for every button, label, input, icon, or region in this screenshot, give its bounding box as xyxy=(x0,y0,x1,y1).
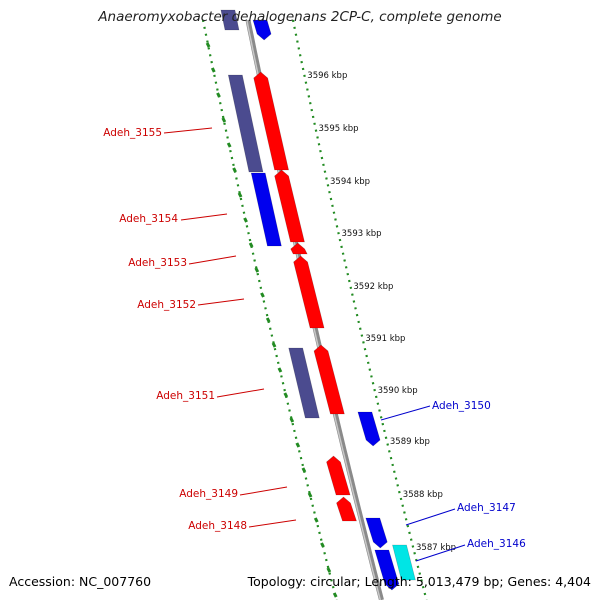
map-title: Anaeromyxobacter dehalogenans 2CP-C, com… xyxy=(98,9,502,25)
track-dash xyxy=(283,392,289,398)
gene-label-adeh-3147[interactable]: Adeh_3147 xyxy=(457,502,516,514)
gene-label-leader xyxy=(405,508,456,526)
gene-feature-4[interactable] xyxy=(250,172,282,247)
track-dash xyxy=(277,367,283,373)
track-dash xyxy=(237,192,243,198)
gene-label-adeh-3152[interactable]: Adeh_3152 xyxy=(137,299,196,311)
gene-labels: Adeh_3155 Adeh_3154 Adeh_3153 Adeh_3152 Adeh… xyxy=(103,127,526,562)
gene-label-adeh-3146[interactable]: Adeh_3146 xyxy=(467,538,526,550)
gene-label-leader xyxy=(188,255,237,265)
track-dash xyxy=(260,292,265,298)
gene-feature-15[interactable] xyxy=(392,544,416,581)
ruler-tick-label: 3594 kbp xyxy=(330,177,370,187)
track-left xyxy=(201,19,338,600)
gene-feature-8[interactable] xyxy=(288,347,320,419)
gene-label-adeh-3148[interactable]: Adeh_3148 xyxy=(188,520,247,532)
track-dash xyxy=(243,217,248,223)
track-dash xyxy=(210,67,216,73)
gene-label-adeh-3151[interactable]: Adeh_3151 xyxy=(156,390,215,402)
ruler-tick-label: 3587 kbp xyxy=(416,543,456,553)
gene-label-adeh-3153[interactable]: Adeh_3153 xyxy=(128,257,187,269)
genome-summary-text: Topology: circular; Length: 5,013,479 bp… xyxy=(247,574,591,589)
gene-feature-6[interactable] xyxy=(290,242,308,255)
ruler-tick-label: 3595 kbp xyxy=(319,124,359,134)
track-dash xyxy=(216,92,221,98)
track-right xyxy=(291,19,428,600)
gene-label-leader xyxy=(197,298,245,306)
track-dash xyxy=(221,117,227,123)
track-dash xyxy=(295,442,301,448)
ruler-tick-label: 3591 kbp xyxy=(365,334,405,344)
gene-label-leader xyxy=(180,213,228,221)
gene-feature-2[interactable] xyxy=(227,74,264,173)
ruler-tick-label: 3590 kbp xyxy=(378,386,418,396)
track-dash xyxy=(313,517,319,523)
gene-label-leader xyxy=(163,127,213,134)
gene-label-leader xyxy=(248,519,297,528)
track-dash xyxy=(271,342,277,348)
track-dash xyxy=(326,567,332,573)
track-dash xyxy=(289,417,295,423)
gene-feature-5[interactable] xyxy=(274,169,305,243)
track-dash xyxy=(232,167,237,173)
gene-feature-14[interactable] xyxy=(374,549,400,591)
track-dash xyxy=(205,42,211,48)
gene-feature-12[interactable] xyxy=(336,496,357,522)
gene-feature-0[interactable] xyxy=(220,9,240,31)
gene-label-adeh-3150[interactable]: Adeh_3150 xyxy=(432,400,491,412)
gene-label-leader xyxy=(216,388,265,398)
gene-feature-7[interactable] xyxy=(293,255,325,329)
ruler-tick-label: 3592 kbp xyxy=(353,282,393,292)
track-dash xyxy=(254,267,260,273)
gene-feature-11[interactable] xyxy=(326,455,351,496)
track-dash xyxy=(265,317,271,323)
gene-label-adeh-3154[interactable]: Adeh_3154 xyxy=(119,213,178,225)
track-dash xyxy=(226,142,232,148)
accession-text: Accession: NC_007760 xyxy=(9,574,152,589)
gene-label-leader xyxy=(380,405,431,421)
ruler-tick-label: 3593 kbp xyxy=(342,229,382,239)
gene-label-leader xyxy=(415,544,466,562)
track-dash xyxy=(301,467,307,473)
ruler-tick-label: 3596 kbp xyxy=(307,71,347,81)
track-dash xyxy=(248,242,254,248)
gene-label-leader xyxy=(239,486,288,496)
gene-features xyxy=(220,9,416,591)
kbp-ruler: 3596 kbp 3595 kbp 3594 kbp 3593 kbp 3592 kbp… xyxy=(307,71,456,553)
gene-feature-13[interactable] xyxy=(365,517,388,549)
gene-feature-10[interactable] xyxy=(357,411,381,447)
track-dash xyxy=(307,492,313,498)
gene-feature-1[interactable] xyxy=(252,19,272,41)
track-dash xyxy=(320,542,325,548)
gene-label-adeh-3149[interactable]: Adeh_3149 xyxy=(179,488,238,500)
ruler-tick-label: 3589 kbp xyxy=(390,437,430,447)
gene-label-adeh-3155[interactable]: Adeh_3155 xyxy=(103,127,162,139)
dotted-tracks xyxy=(201,19,428,600)
gene-feature-9[interactable] xyxy=(313,344,345,415)
ruler-tick-label: 3588 kbp xyxy=(403,490,443,500)
track-dash xyxy=(332,592,338,598)
